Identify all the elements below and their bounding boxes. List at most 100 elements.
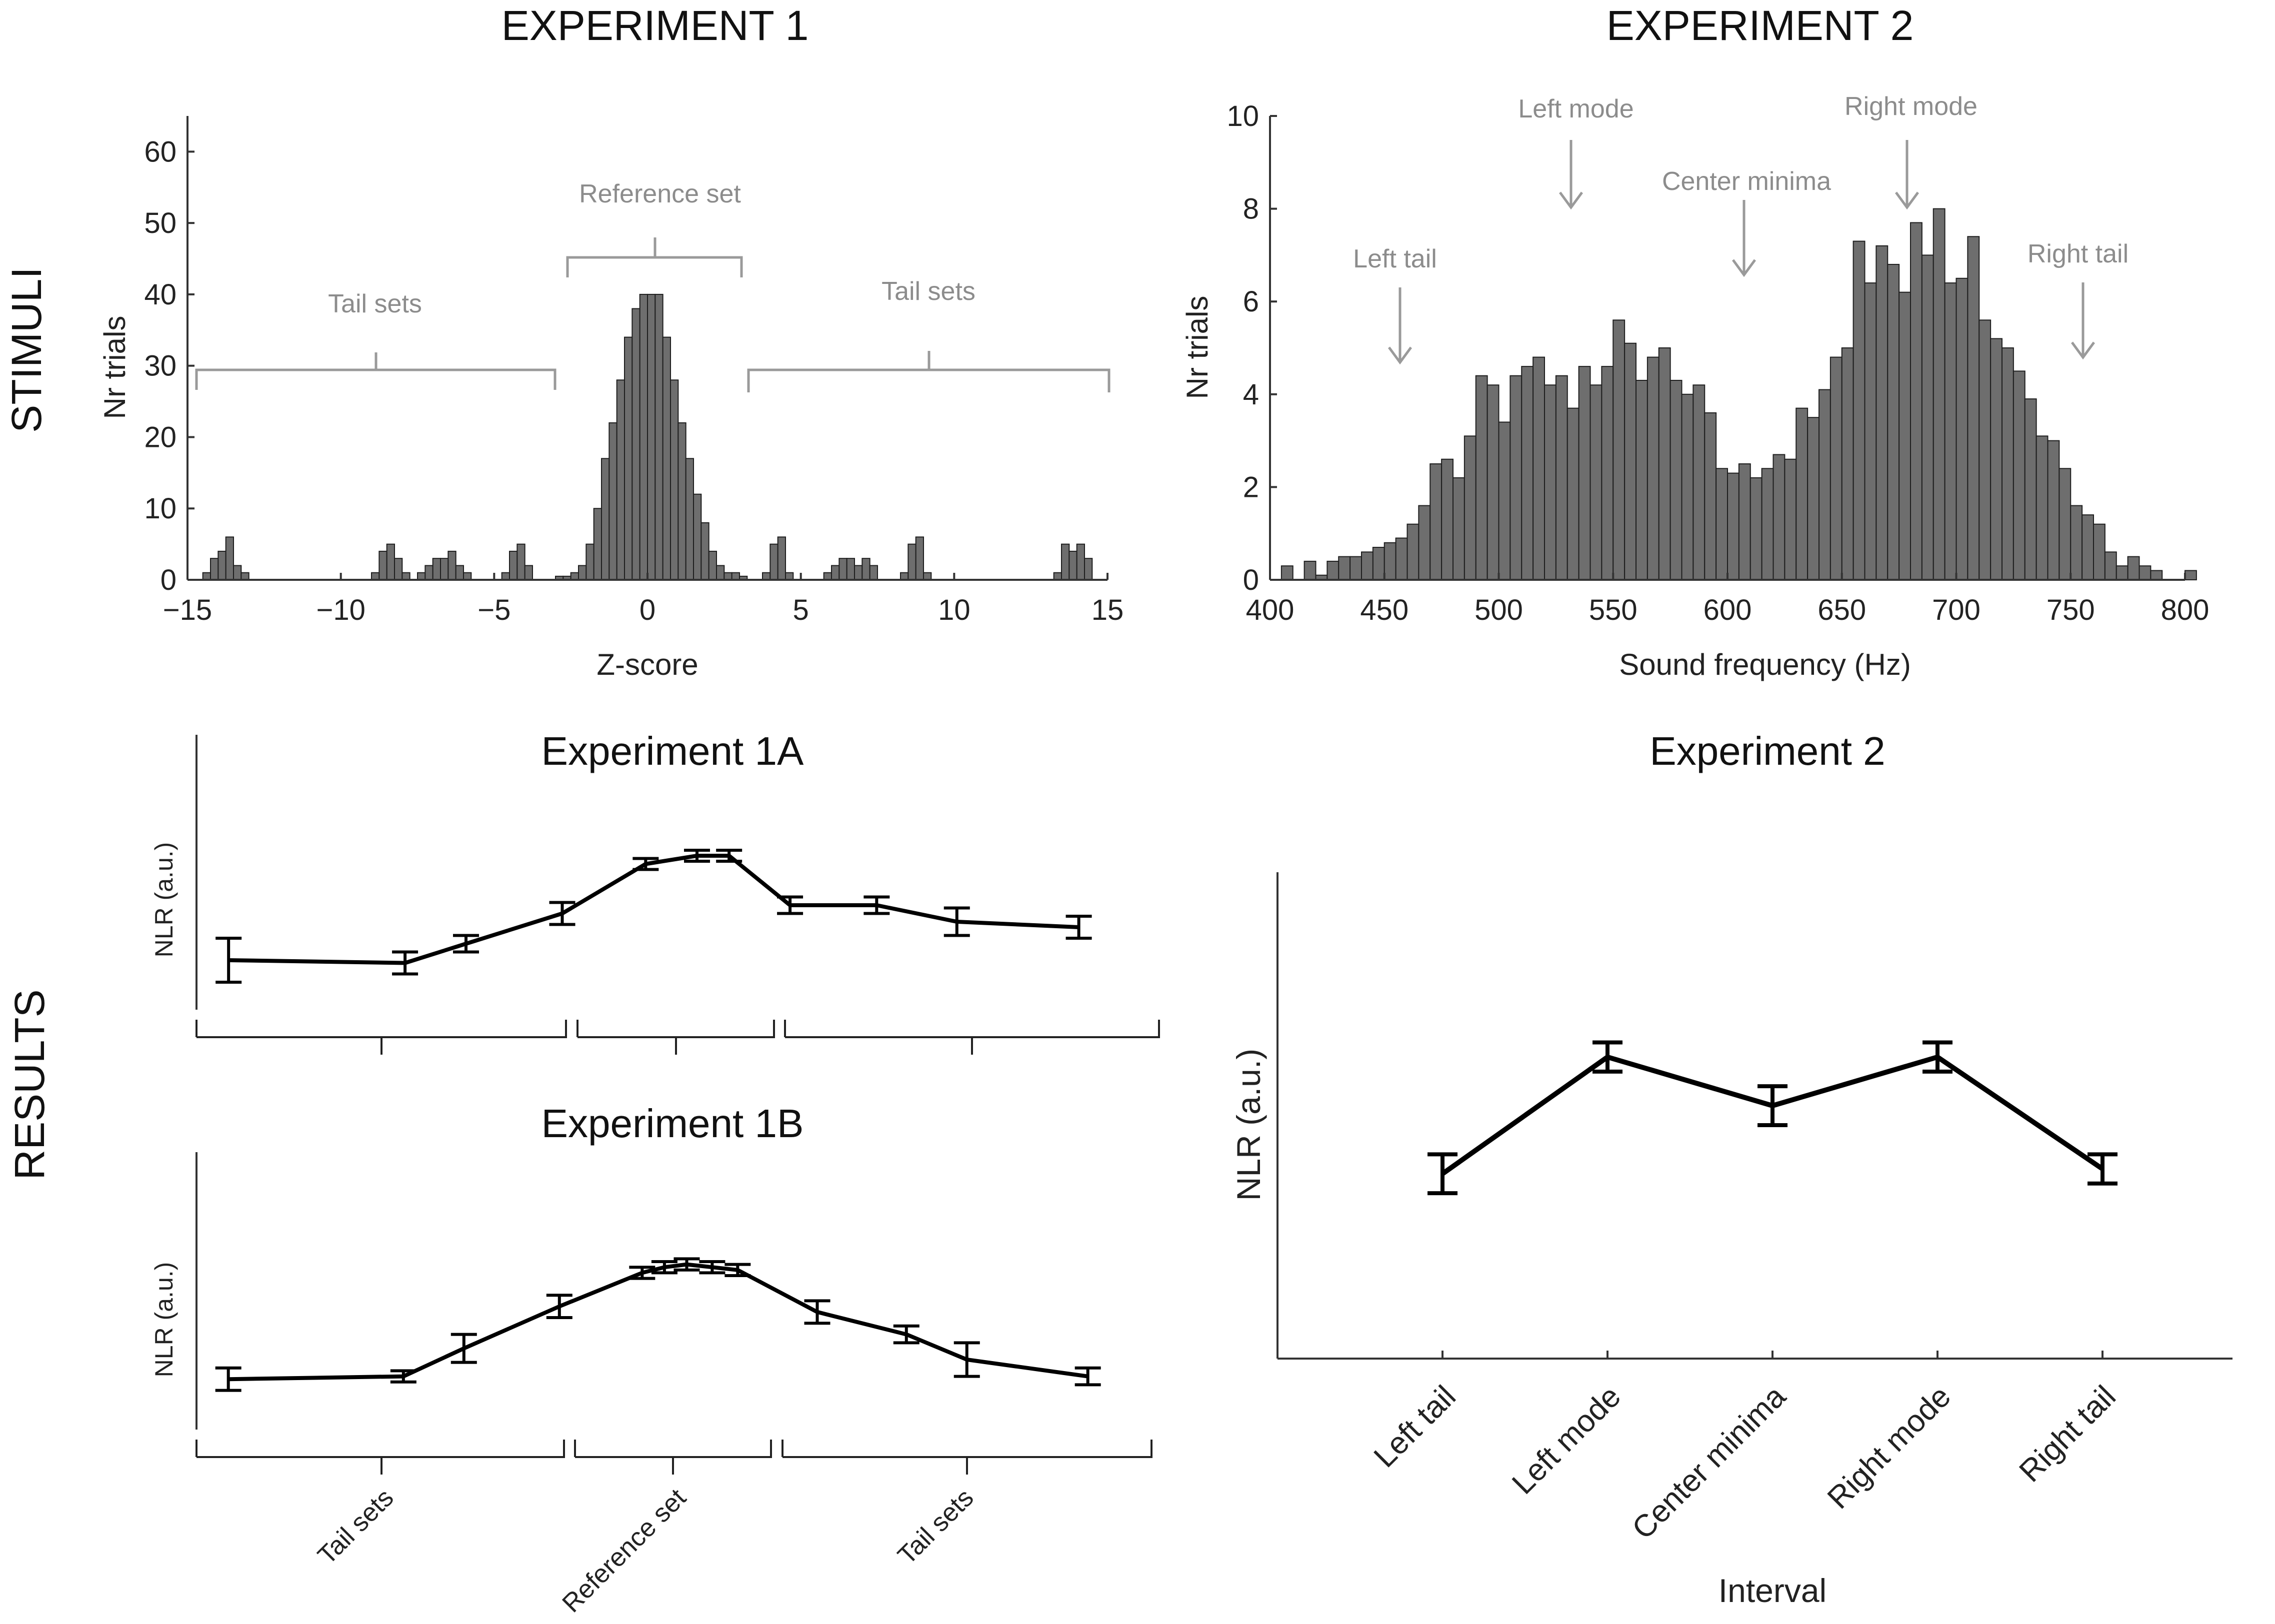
exp2-stimuli-bar-27	[1590, 384, 1602, 580]
exp1-stimuli-ytick-label-1: 10	[144, 492, 176, 525]
exp2-stimuli-bar-14	[1441, 458, 1454, 580]
exp2-stimuli-bar-13	[1430, 463, 1442, 580]
exp2-stimuli-ytick-label-5: 10	[1226, 100, 1259, 132]
exp1b-errorbar-6	[674, 1257, 700, 1272]
exp2-stimuli-bar-5	[1338, 556, 1351, 580]
exp1-stimuli-bar-7	[378, 550, 388, 581]
exp2-stimuli-ytick-label-0: 0	[1243, 564, 1259, 596]
exp2-stimuli-bar-15	[1452, 477, 1465, 581]
exp2-stimuli-bar-58	[1944, 282, 1957, 580]
exp2-results-xlabel: Interval	[1718, 1572, 1826, 1609]
exp1-stimuli-bar-2	[218, 550, 226, 581]
exp2-results-category-label-2: Center minima	[1626, 1379, 1792, 1546]
exp2-stimuli-ytick-label-2: 4	[1243, 378, 1259, 411]
exp1-stimuli-bar-48	[770, 543, 778, 580]
exp2-stimuli-bar-51	[1864, 282, 1877, 580]
exp1-stimuli-bar-8	[386, 543, 396, 580]
exp1-stimuli-bar-56	[862, 558, 870, 580]
exp1a-errorbar-8	[864, 895, 890, 915]
exp1-stimuli-bar-4	[233, 565, 242, 581]
exp1-stimuli-bar-31	[624, 336, 633, 580]
exp2-stimuli-bar-37	[1704, 412, 1717, 580]
exp1-stimuli-bar-61	[923, 572, 932, 580]
exp1-stimuli-bar-24	[570, 572, 579, 580]
exp1-stimuli-bar-18	[501, 572, 510, 580]
exp1-stimuli-bar-20	[516, 543, 526, 580]
exp2-stimuli-bar-12	[1418, 505, 1431, 581]
exp1-stimuli-bar-47	[762, 572, 771, 580]
exp2-stimuli-xtick-label-7: 750	[2046, 594, 2095, 626]
exp1-stimuli-bar-35	[654, 293, 664, 580]
exp1b-title: Experiment 1B	[542, 1101, 804, 1146]
exp2-stimuli-ylabel: Nr trials	[1180, 296, 1214, 399]
exp1a-errorbar-4	[632, 857, 659, 871]
exp1-stimuli-bar-17	[463, 572, 472, 580]
exp1a-title: Experiment 1A	[542, 729, 804, 773]
exp1-annotation-brackets	[195, 237, 1110, 392]
exp1a-ylabel: NLR (a.u.)	[150, 842, 178, 958]
exp1-annotation-tail-left: Tail sets	[328, 289, 422, 318]
exp2-stimuli-bar-39	[1727, 472, 1740, 580]
exp2-stimuli-bar-71	[2093, 523, 2106, 581]
exp1b-errorbar-8	[724, 1263, 751, 1277]
exp1-stimuli-xtick-label-2: −5	[478, 594, 510, 626]
exp2-results-ylabel: NLR (a.u.)	[1230, 1049, 1267, 1201]
heading-experiment-2: EXPERIMENT 2	[1606, 2, 1914, 49]
exp1-stimuli-bar-14	[440, 558, 449, 580]
exp1-stimuli-ytick-label-5: 50	[144, 207, 176, 239]
exp2-results-title: Experiment 2	[1650, 729, 1885, 773]
exp1a-errorbar-1	[392, 950, 418, 976]
exp2-stimuli-xtick-label-0: 400	[1246, 594, 1294, 626]
exp1-stimuli-bar-41	[700, 522, 710, 581]
exp2-stimuli-xtick-label-6: 700	[1932, 594, 1980, 626]
exp2-stimuli-bar-24	[1555, 375, 1568, 580]
exp2-stimuli-ytick-label-3: 6	[1243, 285, 1259, 318]
exp2-stimuli-bar-47	[1818, 389, 1831, 581]
exp1-stimuli-bar-51	[823, 572, 832, 580]
exp2-stimuli-bar-55	[1910, 222, 1922, 580]
exp1b-group-label-tail-right: Tail sets	[892, 1483, 980, 1570]
exp1-stimuli-bar-60	[915, 536, 924, 581]
exp2-stimuli-bar-29	[1612, 319, 1626, 580]
exp2-stimuli-bar-23	[1544, 384, 1556, 580]
exp1-stimuli-bar-16	[455, 565, 464, 581]
exp1b-errorbar-3	[546, 1294, 572, 1319]
exp2-annotation-center-minima: Center minima	[1662, 167, 1831, 196]
exp2-results-errorbar-1	[1592, 1040, 1622, 1074]
exp1a-errorbar-3	[549, 901, 576, 926]
exp1-stimuli-bar-53	[838, 558, 848, 580]
exp1-stimuli-bar-12	[424, 565, 434, 581]
exp1a-errorbar-6	[716, 849, 742, 863]
exp1b-errorbar-1	[390, 1369, 416, 1384]
exp2-results-category-label-4: Right tail	[2013, 1379, 2122, 1489]
exp1a-errorbar-7	[777, 895, 804, 915]
exp2-stimuli-bar-50	[1852, 240, 1866, 580]
exp2-stimuli-bar-0	[1280, 565, 1294, 581]
exp1a-errorbar-0	[216, 937, 242, 984]
exp1-stimuli-bar-49	[777, 536, 786, 581]
exp1-stimuli-bar-38	[678, 422, 686, 581]
exp1b-errorbar-10	[893, 1324, 920, 1345]
exp2-stimuli-bar-69	[2070, 505, 2083, 581]
exp2-stimuli-bar-52	[1876, 245, 1888, 580]
exp2-stimuli-bar-64	[2012, 370, 2026, 581]
exp2-stimuli-xtick-label-3: 550	[1589, 594, 1638, 626]
exp1-stimuli-bar-42	[708, 550, 717, 581]
exp2-stimuli-bar-62	[1990, 338, 2002, 580]
exp2-stimuli-xtick-label-5: 650	[1818, 594, 1866, 626]
exp1-stimuli-bar-26	[586, 543, 594, 580]
exp1-stimuli-bar-55	[854, 565, 863, 581]
exp2-stimuli-bar-40	[1738, 463, 1751, 580]
exp2-stimuli-bar-11	[1406, 523, 1420, 581]
exp1-stimuli-bar-66	[1084, 558, 1093, 580]
exp1-stimuli-bar-63	[1061, 543, 1070, 580]
exp1-stimuli-bar-13	[432, 558, 442, 580]
exp2-annotation-left-mode: Left mode	[1518, 94, 1634, 123]
exp1-stimuli-bar-3	[225, 536, 234, 581]
exp2-stimuli-bar-16	[1464, 435, 1476, 580]
exp1-stimuli-bar-0	[202, 572, 211, 580]
exp2-stimuli-bar-10	[1395, 537, 1408, 580]
exp1-stimuli-bar-11	[417, 572, 426, 580]
exp2-stimuli-bar-44	[1784, 458, 1797, 580]
